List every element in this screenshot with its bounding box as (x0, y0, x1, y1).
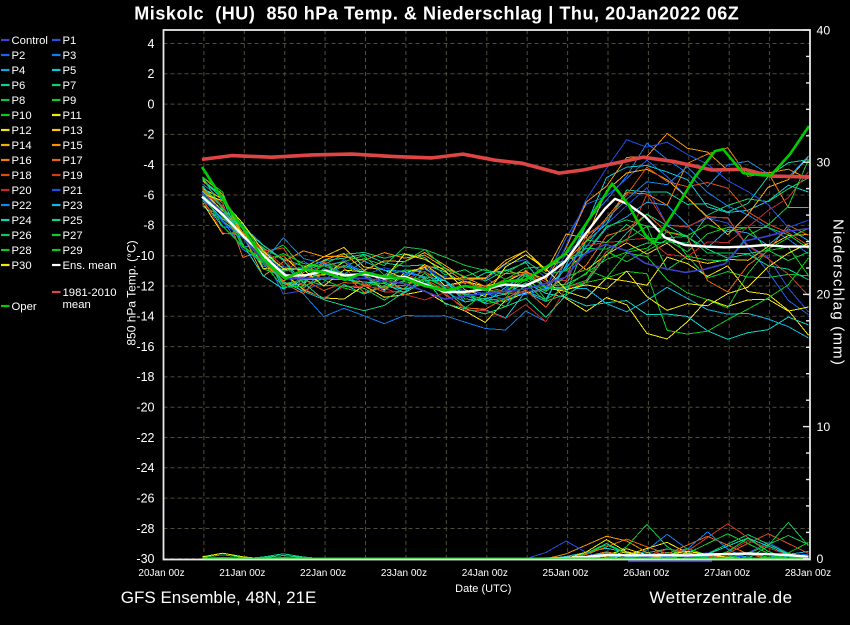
svg-text:P28: P28 (12, 245, 32, 257)
svg-text:P3: P3 (63, 50, 77, 62)
svg-text:P9: P9 (63, 95, 77, 107)
svg-text:0: 0 (148, 97, 155, 111)
svg-text:P10: P10 (12, 110, 32, 122)
svg-text:Control: Control (12, 35, 48, 47)
svg-text:P4: P4 (12, 65, 26, 77)
svg-text:P27: P27 (63, 230, 83, 242)
svg-text:10: 10 (817, 420, 831, 434)
svg-text:26Jan 00z: 26Jan 00z (623, 568, 669, 579)
svg-text:23Jan 00z: 23Jan 00z (381, 568, 427, 579)
svg-text:-16: -16 (136, 340, 154, 354)
svg-text:27Jan 00z: 27Jan 00z (704, 568, 750, 579)
svg-text:P11: P11 (63, 110, 82, 122)
svg-text:-8: -8 (143, 219, 154, 233)
svg-text:-14: -14 (136, 310, 154, 324)
svg-text:mean: mean (63, 299, 91, 311)
svg-text:P1: P1 (63, 35, 77, 47)
svg-text:Miskolc (HU) 850 hPa Temp. &: Miskolc (HU) 850 hPa Temp. & Niederschla… (134, 4, 739, 24)
svg-text:0: 0 (817, 552, 824, 566)
svg-text:20Jan 00z: 20Jan 00z (138, 568, 184, 579)
svg-text:P13: P13 (63, 125, 83, 137)
svg-text:-30: -30 (136, 552, 154, 566)
svg-text:24Jan 00z: 24Jan 00z (462, 568, 508, 579)
svg-text:P2: P2 (12, 50, 26, 62)
svg-text:P17: P17 (63, 155, 83, 167)
svg-text:P26: P26 (12, 230, 32, 242)
svg-text:Oper: Oper (12, 301, 37, 313)
svg-text:21Jan 00z: 21Jan 00z (219, 568, 265, 579)
svg-text:P14: P14 (12, 140, 32, 152)
svg-text:P12: P12 (12, 125, 32, 137)
svg-text:P7: P7 (63, 80, 77, 92)
svg-text:25Jan 00z: 25Jan 00z (543, 568, 589, 579)
svg-text:P19: P19 (63, 170, 83, 182)
svg-text:-28: -28 (136, 522, 154, 536)
svg-text:20: 20 (817, 288, 831, 302)
svg-text:P8: P8 (12, 95, 26, 107)
svg-text:P21: P21 (63, 185, 83, 197)
svg-text:850 hPa Temp. (°C): 850 hPa Temp. (°C) (125, 240, 139, 345)
svg-text:-10: -10 (136, 249, 154, 263)
svg-text:28Jan 00z: 28Jan 00z (785, 568, 831, 579)
svg-text:-4: -4 (143, 158, 154, 172)
svg-text:-22: -22 (136, 431, 154, 445)
svg-text:P24: P24 (12, 215, 32, 227)
svg-text:Niederschlag (mm): Niederschlag (mm) (830, 219, 847, 366)
svg-text:P23: P23 (63, 200, 83, 212)
svg-text:40: 40 (817, 23, 831, 37)
svg-text:-6: -6 (143, 188, 154, 202)
svg-text:P16: P16 (12, 155, 32, 167)
svg-text:Ens. mean: Ens. mean (63, 260, 117, 272)
svg-text:-26: -26 (136, 491, 154, 505)
svg-text:-2: -2 (143, 128, 154, 142)
svg-text:GFS Ensemble, 48N, 21E: GFS Ensemble, 48N, 21E (121, 588, 317, 607)
svg-text:-18: -18 (136, 370, 154, 384)
svg-text:P18: P18 (12, 170, 32, 182)
svg-text:30: 30 (817, 156, 831, 170)
svg-text:P30: P30 (12, 260, 32, 272)
svg-text:Date (UTC): Date (UTC) (455, 583, 511, 595)
svg-text:P25: P25 (63, 215, 83, 227)
svg-text:-20: -20 (136, 401, 154, 415)
svg-text:P22: P22 (12, 200, 32, 212)
svg-text:P6: P6 (12, 80, 26, 92)
svg-text:-12: -12 (136, 279, 154, 293)
svg-text:-24: -24 (136, 461, 154, 475)
svg-text:P15: P15 (63, 140, 83, 152)
svg-text:2: 2 (148, 67, 155, 81)
svg-text:4: 4 (148, 37, 155, 51)
svg-text:P20: P20 (12, 185, 32, 197)
svg-text:P29: P29 (63, 245, 83, 257)
svg-text:P5: P5 (63, 65, 77, 77)
svg-text:1981-2010: 1981-2010 (63, 287, 117, 299)
svg-text:22Jan 00z: 22Jan 00z (300, 568, 346, 579)
svg-text:Wetterzentrale.de: Wetterzentrale.de (649, 588, 792, 607)
